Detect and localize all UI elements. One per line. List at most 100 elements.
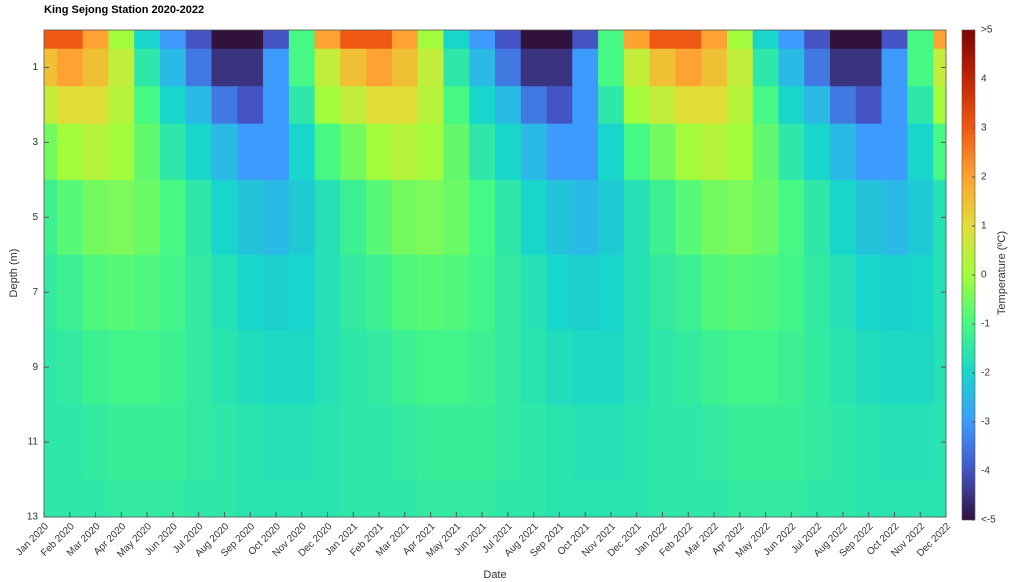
heatmap-cell (649, 86, 676, 125)
heatmap-cell (649, 329, 676, 406)
heatmap-cell (108, 179, 135, 256)
heatmap-cell (417, 30, 444, 50)
heatmap-cell (237, 123, 264, 181)
heatmap-cell (159, 329, 187, 406)
heatmap-cell (855, 479, 883, 518)
heatmap-cell (237, 254, 264, 331)
heatmap-cell (211, 179, 238, 256)
heatmap-cell (520, 254, 548, 331)
heatmap-cell (907, 254, 934, 331)
heatmap-cell (752, 329, 779, 406)
heatmap-cell (778, 404, 805, 481)
heatmap-cell (56, 48, 84, 87)
heatmap-cell (443, 254, 470, 331)
heatmap-cell (82, 123, 109, 181)
heatmap-cell (134, 329, 161, 406)
colorbar-tick-label: -2 (981, 368, 990, 379)
heatmap-cell (572, 123, 599, 181)
heatmap-cell (417, 329, 444, 406)
heatmap-cell (185, 86, 213, 125)
heatmap-cell (366, 254, 393, 331)
heatmap-cell (855, 30, 883, 50)
heatmap-cell (495, 329, 522, 406)
heatmap-cell (159, 86, 187, 125)
heatmap-cell (237, 404, 264, 481)
heatmap-cell (443, 479, 470, 518)
heatmap-cell (211, 404, 238, 481)
x-axis-label: Date (483, 569, 506, 581)
colorbar-tick-label: 1 (981, 221, 987, 232)
heatmap-cell (288, 179, 316, 256)
heatmap-cell (675, 179, 702, 256)
heatmap-cell (108, 48, 135, 87)
y-tick-label: 7 (32, 287, 38, 298)
heatmap-cell (211, 48, 238, 87)
heatmap-cell (933, 329, 947, 406)
heatmap-cell (340, 48, 367, 87)
heatmap-cell (56, 404, 84, 481)
heatmap-cell (881, 479, 908, 518)
heatmap-cell (82, 179, 109, 256)
heatmap-cell (417, 123, 444, 181)
heatmap-cell (391, 48, 419, 87)
heatmap-cell (366, 179, 393, 256)
heatmap-cell (263, 329, 290, 406)
heatmap-cell (314, 404, 341, 481)
heatmap-cell (340, 123, 367, 181)
heatmap-cell (340, 404, 367, 481)
heatmap-cell (134, 179, 161, 256)
heatmap-cell (675, 254, 702, 331)
heatmap-cell (778, 48, 805, 87)
heatmap-cell (804, 179, 831, 256)
heatmap-cell (82, 30, 109, 50)
heatmap-cell (469, 179, 496, 256)
heatmap-cell (804, 329, 831, 406)
heatmap-cell (263, 123, 290, 181)
chart-title: King Sejong Station 2020-2022 (44, 4, 204, 16)
heatmap-cell (520, 479, 548, 518)
heatmap-cell (469, 479, 496, 518)
heatmap-cell (778, 179, 805, 256)
heatmap-cell (520, 48, 548, 87)
heatmap-cell (469, 404, 496, 481)
heatmap-cell (159, 30, 187, 50)
heatmap-cell (417, 86, 444, 125)
heatmap-cell (907, 86, 934, 125)
heatmap-cell (907, 48, 934, 87)
heatmap-cell (701, 479, 728, 518)
heatmap-cell (159, 123, 187, 181)
heatmap-cell (263, 86, 290, 125)
heatmap-cell (546, 30, 573, 50)
heatmap-cell (108, 30, 135, 50)
heatmap-cell (804, 254, 831, 331)
heatmap-cell (907, 179, 934, 256)
heatmap-cell (830, 254, 857, 331)
heatmap-cell (726, 123, 754, 181)
heatmap-cell (108, 329, 135, 406)
heatmap-cell (726, 254, 754, 331)
heatmap-cell (495, 479, 522, 518)
heatmap-cell (598, 329, 625, 406)
heatmap-cell (108, 254, 135, 331)
heatmap-cell (701, 123, 728, 181)
colorbar-tick-label: 4 (981, 74, 987, 85)
y-tick-label: 9 (32, 362, 38, 373)
heatmap-cell (44, 479, 58, 518)
heatmap-cell (443, 404, 470, 481)
heatmap-cell (726, 86, 754, 125)
heatmap-cell (185, 329, 213, 406)
heatmap-cell (572, 86, 599, 125)
heatmap-cell (623, 479, 651, 518)
heatmap-cell (185, 30, 213, 50)
heatmap-cell (56, 329, 84, 406)
heatmap-cell (417, 479, 444, 518)
heatmap-cell (933, 404, 947, 481)
heatmap-cell (933, 48, 947, 87)
heatmap-cell (417, 404, 444, 481)
heatmap-cell (546, 404, 573, 481)
heatmap-cell (623, 179, 651, 256)
heatmap-cell (263, 254, 290, 331)
heatmap-cell (520, 86, 548, 125)
heatmap-cell (598, 86, 625, 125)
heatmap-cell (520, 123, 548, 181)
